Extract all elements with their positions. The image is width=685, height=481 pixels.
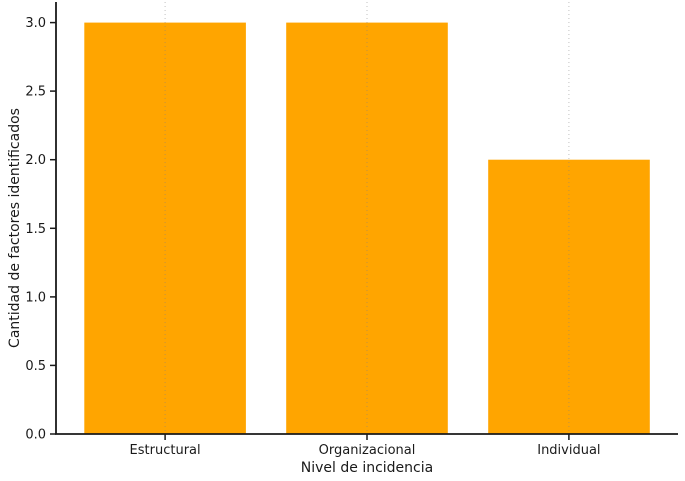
bar-organizacional (286, 22, 448, 434)
bars-layer (84, 22, 650, 434)
x-axis-label: Nivel de incidencia (301, 460, 433, 476)
y-tick-label: 3.0 (25, 16, 46, 31)
bar-estructural (84, 22, 246, 434)
x-tick-label: Organizacional (319, 443, 416, 458)
x-tick-label: Individual (537, 443, 600, 458)
y-tick-label: 1.0 (25, 290, 46, 305)
y-axis-label: Cantidad de factores identificados (7, 108, 23, 348)
x-tick-label: Estructural (130, 443, 201, 458)
ticks-layer: 0.0 0.5 1.0 1.5 2.0 2.5 3.0 Estructural Organiza… (25, 16, 600, 458)
y-tick-label: 0.0 (25, 428, 46, 443)
y-tick-label: 1.5 (25, 222, 46, 237)
y-tick-label: 2.0 (25, 153, 46, 168)
y-tick-label: 2.5 (25, 85, 46, 100)
bar-individual (488, 159, 650, 434)
y-tick-label: 0.5 (25, 359, 46, 374)
grid-layer (164, 2, 570, 434)
